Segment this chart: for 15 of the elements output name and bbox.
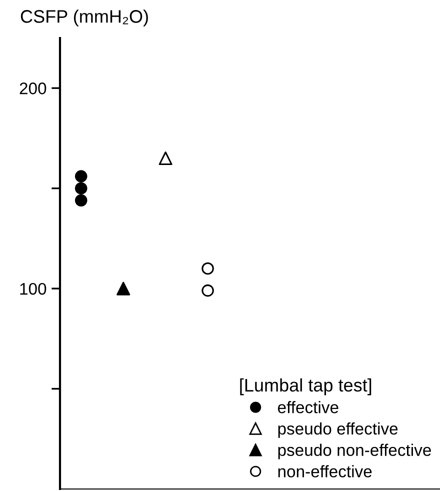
y-axis-title: CSFP (mmH₂O) <box>20 10 148 26</box>
point <box>116 282 130 296</box>
point <box>158 151 172 166</box>
point <box>74 170 88 182</box>
point <box>74 194 88 207</box>
legend-label: pseudo non-effective <box>278 444 431 460</box>
y-tick-label: 200 <box>20 82 46 94</box>
legend-title: [Lumbal tap test] <box>240 378 372 396</box>
point <box>202 262 214 275</box>
y-tick-label: 100 <box>20 282 46 295</box>
point <box>202 284 214 297</box>
legend-label: non-effective <box>278 465 372 478</box>
legend-label: effective <box>278 401 338 414</box>
legend-label: pseudo effective <box>278 422 398 438</box>
point <box>74 182 88 194</box>
